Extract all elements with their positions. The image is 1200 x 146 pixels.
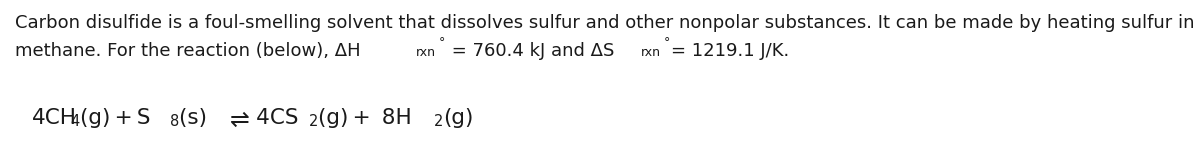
Text: 8: 8 xyxy=(170,114,179,129)
Text: 2: 2 xyxy=(434,114,444,129)
Text: 4CH: 4CH xyxy=(32,108,77,128)
Text: = 1219.1 J/K.: = 1219.1 J/K. xyxy=(671,42,790,60)
Text: methane. For the reaction (below), ΔH: methane. For the reaction (below), ΔH xyxy=(14,42,361,60)
Text: 4: 4 xyxy=(71,114,80,129)
Text: = 760.4 kJ and ΔS: = 760.4 kJ and ΔS xyxy=(446,42,614,60)
Text: °: ° xyxy=(438,36,445,49)
Text: 2: 2 xyxy=(310,114,318,129)
Text: °: ° xyxy=(664,36,670,49)
Text: ⇌: ⇌ xyxy=(230,108,250,132)
Text: (g): (g) xyxy=(443,108,473,128)
Text: 4CS: 4CS xyxy=(245,108,298,128)
Text: Carbon disulfide is a foul-smelling solvent that dissolves sulfur and other nonp: Carbon disulfide is a foul-smelling solv… xyxy=(14,14,1200,32)
Text: (g) +  8H: (g) + 8H xyxy=(318,108,412,128)
Text: rxn: rxn xyxy=(416,46,436,59)
Text: (g) + S: (g) + S xyxy=(79,108,150,128)
Text: rxn: rxn xyxy=(641,46,661,59)
Text: (s): (s) xyxy=(179,108,211,128)
